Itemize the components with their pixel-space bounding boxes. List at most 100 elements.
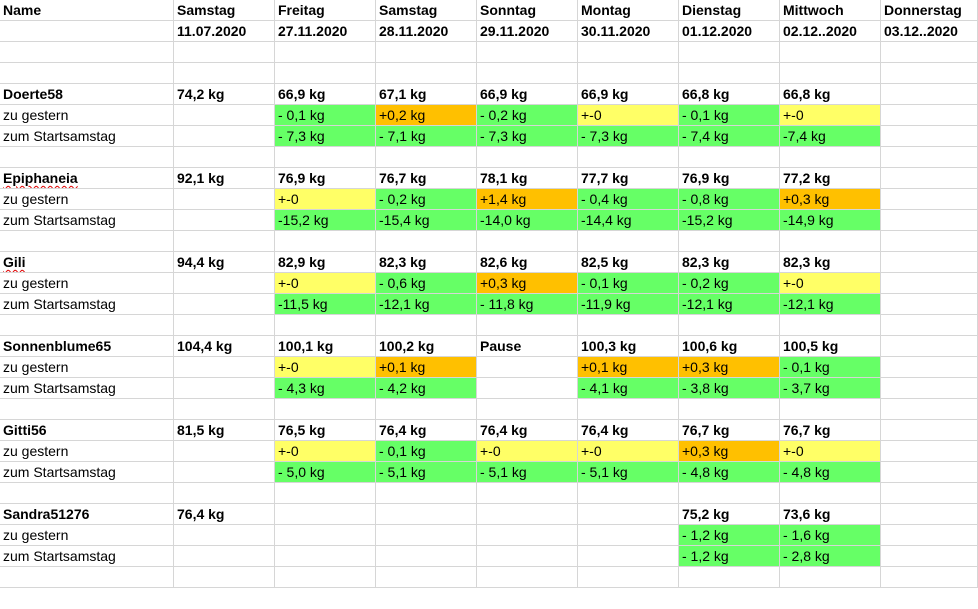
diff-cell[interactable]: - 0,1 kg: [578, 273, 679, 293]
empty-cell[interactable]: [0, 63, 174, 83]
empty-cell[interactable]: [174, 42, 275, 62]
empty-cell[interactable]: [477, 147, 578, 167]
diff-cell[interactable]: [174, 273, 275, 293]
weight-cell[interactable]: 81,5 kg: [174, 420, 275, 440]
start-diff-cell[interactable]: [174, 378, 275, 398]
empty-cell[interactable]: [881, 231, 978, 251]
empty-cell[interactable]: [578, 231, 679, 251]
start-diff-cell[interactable]: - 3,8 kg: [679, 378, 780, 398]
diff-cell[interactable]: [275, 525, 376, 545]
diff-cell[interactable]: [174, 441, 275, 461]
start-diff-cell[interactable]: -15,2 kg: [275, 210, 376, 230]
start-diff-cell[interactable]: [881, 294, 978, 314]
start-label-cell[interactable]: zum Startsamstag: [0, 294, 174, 314]
weight-cell[interactable]: 82,9 kg: [275, 252, 376, 272]
diff-label-cell[interactable]: zu gestern: [0, 525, 174, 545]
empty-cell[interactable]: [780, 399, 881, 419]
empty-cell[interactable]: [578, 147, 679, 167]
empty-cell[interactable]: [578, 399, 679, 419]
diff-cell[interactable]: - 0,1 kg: [679, 105, 780, 125]
weight-cell[interactable]: 66,9 kg: [477, 84, 578, 104]
empty-cell[interactable]: [578, 63, 679, 83]
start-diff-cell[interactable]: -12,1 kg: [780, 294, 881, 314]
start-diff-cell[interactable]: - 5,1 kg: [477, 462, 578, 482]
empty-cell[interactable]: [780, 63, 881, 83]
header-name-cell[interactable]: Name: [0, 0, 174, 20]
start-diff-cell[interactable]: [174, 546, 275, 566]
start-diff-cell[interactable]: - 7,3 kg: [275, 126, 376, 146]
empty-cell[interactable]: [376, 315, 477, 335]
start-diff-cell[interactable]: [881, 546, 978, 566]
start-diff-cell[interactable]: - 11,8 kg: [477, 294, 578, 314]
weight-cell[interactable]: [376, 504, 477, 524]
person-name-cell[interactable]: Sonnenblume65: [0, 336, 174, 356]
empty-cell[interactable]: [275, 315, 376, 335]
start-diff-cell[interactable]: [275, 546, 376, 566]
start-diff-cell[interactable]: - 7,1 kg: [376, 126, 477, 146]
weight-cell[interactable]: [477, 504, 578, 524]
empty-cell[interactable]: [881, 315, 978, 335]
start-diff-cell[interactable]: - 5,0 kg: [275, 462, 376, 482]
diff-cell[interactable]: - 0,1 kg: [780, 357, 881, 377]
diff-cell[interactable]: +1,4 kg: [477, 189, 578, 209]
empty-cell[interactable]: [174, 63, 275, 83]
empty-cell[interactable]: [881, 42, 978, 62]
start-label-cell[interactable]: zum Startsamstag: [0, 546, 174, 566]
diff-label-cell[interactable]: zu gestern: [0, 441, 174, 461]
empty-cell[interactable]: [174, 315, 275, 335]
empty-cell[interactable]: [780, 231, 881, 251]
person-name-cell[interactable]: Gili: [0, 252, 174, 272]
weight-cell[interactable]: 82,3 kg: [376, 252, 477, 272]
weight-cell[interactable]: 66,9 kg: [578, 84, 679, 104]
diff-label-cell[interactable]: zu gestern: [0, 357, 174, 377]
weight-cell[interactable]: 73,6 kg: [780, 504, 881, 524]
empty-cell[interactable]: [780, 42, 881, 62]
diff-cell[interactable]: [578, 525, 679, 545]
diff-cell[interactable]: +-0: [780, 273, 881, 293]
empty-cell[interactable]: [174, 147, 275, 167]
start-diff-cell[interactable]: [881, 126, 978, 146]
weight-cell[interactable]: [275, 504, 376, 524]
empty-cell[interactable]: [0, 42, 174, 62]
empty-cell[interactable]: [376, 231, 477, 251]
start-diff-cell[interactable]: - 3,7 kg: [780, 378, 881, 398]
weight-cell[interactable]: 94,4 kg: [174, 252, 275, 272]
empty-cell[interactable]: [376, 63, 477, 83]
empty-cell[interactable]: [679, 483, 780, 503]
weight-cell[interactable]: 76,7 kg: [780, 420, 881, 440]
start-diff-cell[interactable]: [376, 546, 477, 566]
diff-cell[interactable]: +0,1 kg: [578, 357, 679, 377]
weight-cell[interactable]: [881, 168, 978, 188]
start-diff-cell[interactable]: [477, 378, 578, 398]
weight-cell[interactable]: 76,9 kg: [679, 168, 780, 188]
header-weekday-cell[interactable]: Donnerstag: [881, 0, 978, 20]
weight-cell[interactable]: 82,5 kg: [578, 252, 679, 272]
empty-cell[interactable]: [0, 147, 174, 167]
empty-cell[interactable]: [679, 42, 780, 62]
empty-cell[interactable]: [780, 147, 881, 167]
start-diff-cell[interactable]: - 1,2 kg: [679, 546, 780, 566]
weight-cell[interactable]: [881, 336, 978, 356]
diff-label-cell[interactable]: zu gestern: [0, 189, 174, 209]
header-date-cell[interactable]: 03.12..2020: [881, 21, 978, 41]
start-diff-cell[interactable]: [174, 126, 275, 146]
diff-cell[interactable]: - 0,4 kg: [578, 189, 679, 209]
diff-cell[interactable]: [174, 105, 275, 125]
diff-cell[interactable]: +-0: [275, 357, 376, 377]
empty-cell[interactable]: [477, 567, 578, 587]
diff-cell[interactable]: +-0: [275, 441, 376, 461]
diff-cell[interactable]: - 0,2 kg: [477, 105, 578, 125]
empty-cell[interactable]: [679, 315, 780, 335]
empty-cell[interactable]: [376, 567, 477, 587]
diff-cell[interactable]: - 0,1 kg: [275, 105, 376, 125]
weight-cell[interactable]: 76,7 kg: [376, 168, 477, 188]
diff-cell[interactable]: [477, 357, 578, 377]
start-diff-cell[interactable]: - 4,1 kg: [578, 378, 679, 398]
start-diff-cell[interactable]: - 5,1 kg: [578, 462, 679, 482]
empty-cell[interactable]: [174, 567, 275, 587]
empty-cell[interactable]: [376, 483, 477, 503]
empty-cell[interactable]: [0, 399, 174, 419]
weight-cell[interactable]: 67,1 kg: [376, 84, 477, 104]
empty-cell[interactable]: [0, 567, 174, 587]
header-date-cell[interactable]: 30.11.2020: [578, 21, 679, 41]
